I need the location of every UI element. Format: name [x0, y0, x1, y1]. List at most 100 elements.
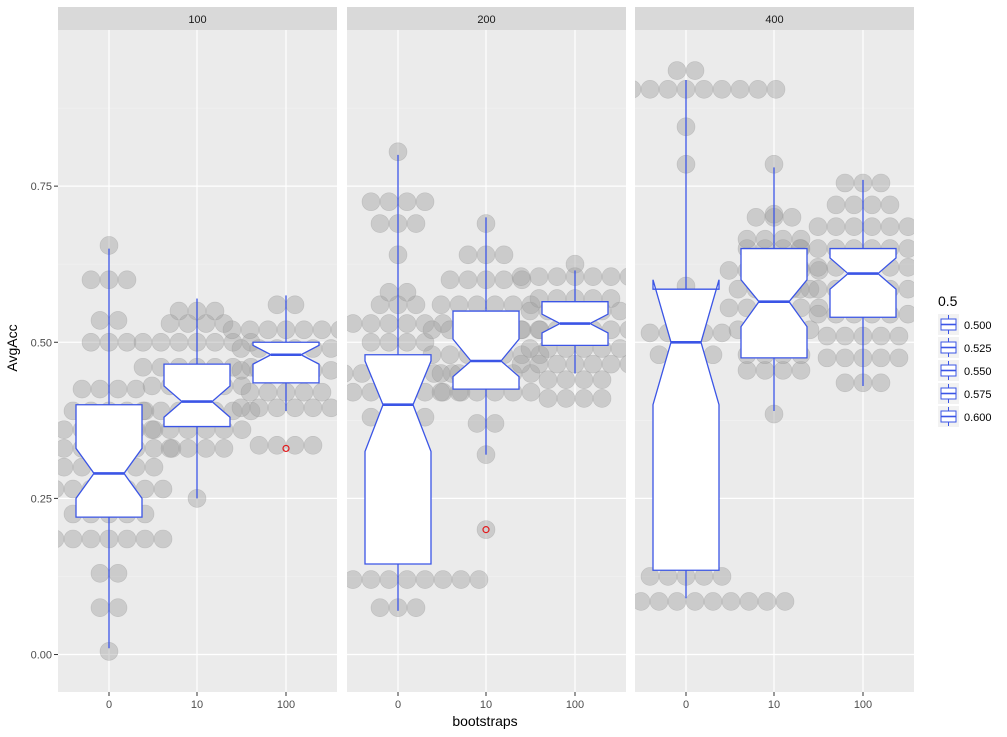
data-dot [231, 339, 251, 358]
data-dot [773, 361, 793, 380]
data-dot [433, 570, 453, 589]
data-dot [347, 570, 363, 589]
data-dot [126, 379, 146, 399]
box-body [75, 404, 143, 518]
box-body [740, 247, 808, 359]
data-dot [433, 382, 453, 402]
data-dot [898, 239, 914, 258]
legend-label: 0.500 [964, 320, 992, 332]
data-dot [415, 332, 435, 352]
data-dot [135, 529, 155, 549]
data-dot [81, 270, 101, 290]
legend-label: 0.550 [964, 366, 992, 378]
data-dot [312, 382, 332, 402]
data-dot [431, 295, 451, 315]
data-dot [844, 217, 864, 237]
data-dot [214, 314, 234, 333]
legend-title: 0.5 [938, 293, 958, 309]
data-dot [835, 173, 855, 193]
data-dot [640, 567, 660, 586]
y-tick-label: 0.25 [31, 493, 52, 505]
facet-strip-label: 400 [765, 14, 783, 26]
data-dot [685, 61, 705, 80]
y-axis-title: AvgAcc [4, 324, 20, 371]
data-dot [58, 439, 74, 458]
data-dot [898, 258, 914, 277]
legend-key-0.575: 0.575 [938, 383, 992, 404]
data-dot [144, 420, 164, 439]
data-dot [808, 258, 828, 277]
data-dot [511, 354, 531, 374]
x-tick-label: 0 [395, 699, 401, 711]
data-dot [649, 592, 669, 611]
data-dot [153, 479, 173, 499]
legend-label: 0.600 [964, 412, 992, 424]
data-dot [685, 592, 705, 611]
data-dot [214, 439, 234, 458]
data-dot [458, 245, 478, 265]
data-dot [773, 229, 793, 249]
data-dot [547, 354, 567, 374]
legend-key-0.525: 0.525 [938, 337, 992, 358]
data-dot [108, 379, 128, 399]
data-dot [808, 304, 828, 324]
x-axis-title: bootstraps [452, 713, 517, 729]
x-tick-label: 0 [106, 699, 112, 711]
data-dot [871, 348, 891, 368]
data-dot [556, 370, 576, 390]
x-tick-label: 10 [191, 699, 203, 711]
boxplot-100-100 [252, 295, 320, 453]
data-dot [862, 217, 882, 237]
boxplot-400-10 [740, 167, 808, 411]
data-dot [880, 217, 900, 237]
data-dot [321, 398, 337, 418]
data-dot [658, 80, 678, 99]
data-dot [361, 192, 381, 212]
data-dot [494, 270, 514, 290]
data-dot [205, 332, 225, 352]
data-dot [222, 320, 242, 340]
data-dot [520, 301, 540, 321]
data-dot [730, 80, 750, 99]
data-dot [370, 214, 390, 233]
facet-strip [347, 7, 626, 30]
data-dot [871, 326, 891, 346]
data-dot [81, 332, 101, 352]
facet-strip-label: 200 [477, 14, 495, 26]
y-tick-label: 0.50 [31, 337, 52, 349]
data-dot [142, 420, 162, 439]
data-dot [592, 370, 612, 390]
y-axis: 0.00 0.25 0.50 0.75 [31, 181, 58, 662]
data-dot [397, 192, 417, 212]
facet-panel-200: 200 0 10 100 [347, 7, 626, 711]
data-dot [809, 261, 829, 280]
data-dot [142, 376, 162, 396]
data-dot [521, 364, 541, 383]
data-dot [303, 436, 323, 455]
data-dot [231, 361, 251, 380]
data-dot [440, 345, 460, 365]
data-dot [739, 592, 759, 611]
data-dot [574, 370, 594, 390]
data-dot [406, 295, 426, 315]
data-dot [249, 436, 269, 455]
outlier-point [282, 444, 290, 453]
data-dot [511, 267, 531, 286]
data-dot [240, 320, 260, 340]
x-tick-label: 10 [480, 699, 492, 711]
data-dot [512, 345, 532, 365]
legend-key-0.500: 0.500 [938, 314, 992, 335]
data-dot [90, 598, 110, 617]
data-dot [347, 382, 363, 402]
data-dot [267, 436, 287, 455]
data-dot [361, 332, 381, 352]
data-dot [397, 332, 417, 352]
data-dot [330, 320, 337, 339]
data-dot [521, 295, 541, 315]
data-dot [379, 570, 399, 589]
data-dot [538, 370, 558, 390]
data-dot [808, 217, 828, 237]
data-dot [800, 279, 820, 299]
data-dot [574, 389, 594, 408]
data-dot [737, 361, 757, 380]
